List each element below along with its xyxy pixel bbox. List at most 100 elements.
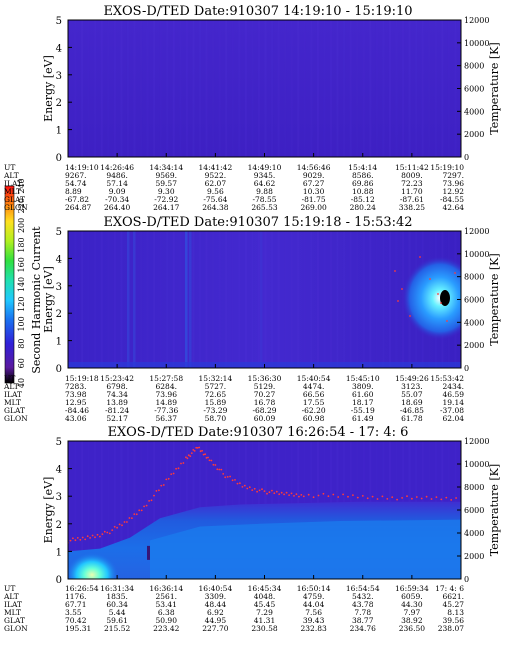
temperature-point bbox=[396, 498, 398, 501]
ephemeris-cell: 16:31:34 bbox=[100, 584, 134, 593]
heatmap-stripe bbox=[68, 231, 70, 368]
ephemeris-cell: 1176. bbox=[65, 592, 86, 601]
temperature-point bbox=[256, 490, 258, 493]
ephemeris-cell: 8.13 bbox=[447, 608, 464, 617]
heatmap-stripe bbox=[356, 231, 359, 368]
plot-area bbox=[68, 441, 461, 579]
ephemeris-cell: 67.27 bbox=[303, 179, 325, 188]
ephemeris-cell: 39.43 bbox=[303, 616, 325, 625]
heatmap-stripe bbox=[179, 20, 182, 157]
temperature-point bbox=[138, 509, 141, 512]
heatmap-stripe bbox=[271, 20, 274, 157]
ephemeris-cell: 9569. bbox=[156, 171, 177, 180]
heatmap-stripe bbox=[330, 231, 332, 368]
heatmap-stripe bbox=[336, 231, 339, 368]
heatmap-stripe bbox=[179, 441, 182, 579]
temperature-point bbox=[300, 494, 303, 496]
heatmap-stripe bbox=[120, 441, 123, 579]
heatmap-stripe bbox=[303, 231, 306, 368]
y2-tick-label: 0 bbox=[464, 364, 469, 373]
ephemeris-cell: 16:36:14 bbox=[149, 584, 183, 593]
heatmap-stripe bbox=[428, 20, 431, 157]
ephemeris-cell: 3123. bbox=[401, 382, 422, 391]
heatmap-stripe bbox=[375, 20, 378, 157]
heatmap-stripe bbox=[166, 20, 169, 157]
ephemeris-cell: 64.62 bbox=[254, 179, 276, 188]
heatmap-stripe bbox=[297, 231, 300, 368]
temperature-point bbox=[429, 278, 431, 280]
y2-tick-label: 10000 bbox=[464, 460, 489, 469]
heatmap-stripe bbox=[284, 20, 287, 157]
ephemeris-row-label: ALT bbox=[3, 382, 19, 391]
temperature-point bbox=[386, 498, 389, 500]
temperature-point bbox=[205, 457, 208, 459]
temperature-point bbox=[145, 504, 148, 507]
temperature-point bbox=[307, 493, 310, 496]
temperature-point bbox=[190, 452, 193, 454]
temperature-point bbox=[195, 446, 198, 449]
y2-tick-label: 4000 bbox=[464, 529, 484, 538]
temperature-point bbox=[302, 495, 305, 498]
plot-area bbox=[68, 231, 461, 368]
heatmap-gap bbox=[147, 545, 150, 560]
temperature-point bbox=[234, 479, 236, 481]
temperature-point bbox=[275, 490, 278, 493]
ephemeris-cell: -46.85 bbox=[400, 406, 424, 415]
ephemeris-cell: 215.52 bbox=[104, 624, 130, 633]
ephemeris-cell: 58.70 bbox=[205, 414, 227, 423]
heatmap-stripe bbox=[212, 231, 215, 368]
y-tick-label: 5 bbox=[56, 437, 62, 448]
ephemeris-cell: 73.96 bbox=[443, 179, 465, 188]
heatmap-stripe bbox=[343, 20, 346, 157]
heatmap-stripe bbox=[218, 231, 221, 368]
y-tick-label: 5 bbox=[56, 227, 62, 238]
temperature-point bbox=[199, 450, 202, 453]
heatmap-stripe bbox=[94, 20, 97, 157]
ephemeris-cell: 42.64 bbox=[443, 203, 465, 212]
ephemeris-cell: 1835. bbox=[106, 592, 127, 601]
ephemeris-cell: 3309. bbox=[205, 592, 226, 601]
colorbar-tick-label: 100 bbox=[17, 316, 26, 331]
temperature-point bbox=[101, 533, 104, 535]
colorbar-label: Second Harmonic Current bbox=[30, 226, 43, 374]
ephemeris-cell: 50.90 bbox=[156, 616, 178, 625]
ephemeris-cell: 16.78 bbox=[254, 398, 276, 407]
heatmap-streak bbox=[127, 231, 130, 368]
temperature-point bbox=[89, 537, 91, 539]
heatmap-stripe bbox=[146, 441, 149, 579]
y-tick-label: 1 bbox=[56, 547, 62, 558]
temperature-point bbox=[202, 453, 205, 456]
temperature-point bbox=[425, 495, 428, 498]
ephemeris-cell: 57.14 bbox=[106, 179, 128, 188]
ephemeris-cell: 19.14 bbox=[443, 398, 465, 407]
heatmap-stripe bbox=[257, 231, 260, 368]
y-tick-label: 0 bbox=[56, 364, 62, 375]
heatmap-stripe bbox=[316, 20, 319, 157]
ephemeris-cell: 16:26:54 bbox=[65, 584, 99, 593]
ephemeris-row-label: ILAT bbox=[4, 179, 22, 188]
ephemeris-cell: 9486. bbox=[106, 171, 127, 180]
y2-tick-label: 2000 bbox=[464, 552, 484, 561]
heatmap-stripe bbox=[402, 20, 405, 157]
y-tick-label: 1 bbox=[56, 337, 62, 348]
ephemeris-cell: 4474. bbox=[303, 382, 324, 391]
ephemeris-row-label: ILAT bbox=[4, 600, 22, 609]
heatmap-stripe bbox=[100, 20, 103, 157]
heatmap-stripe bbox=[231, 20, 234, 157]
ephemeris-cell: 43.78 bbox=[352, 600, 374, 609]
heatmap-stripe bbox=[277, 20, 280, 157]
temperature-point bbox=[91, 534, 94, 537]
ephemeris-cell: 238.07 bbox=[438, 624, 464, 633]
ephemeris-cell: 6284. bbox=[156, 382, 177, 391]
heatmap-stripe bbox=[336, 20, 339, 157]
heatmap-stripe bbox=[153, 20, 156, 157]
y-tick-label: 4 bbox=[56, 43, 62, 54]
temperature-point bbox=[99, 535, 101, 538]
y2-tick-label: 12000 bbox=[464, 16, 489, 25]
heatmap-stripe bbox=[192, 20, 195, 157]
ephemeris-cell: 14.89 bbox=[156, 398, 178, 407]
temperature-point bbox=[246, 487, 249, 490]
y-tick-label: 3 bbox=[56, 492, 62, 503]
